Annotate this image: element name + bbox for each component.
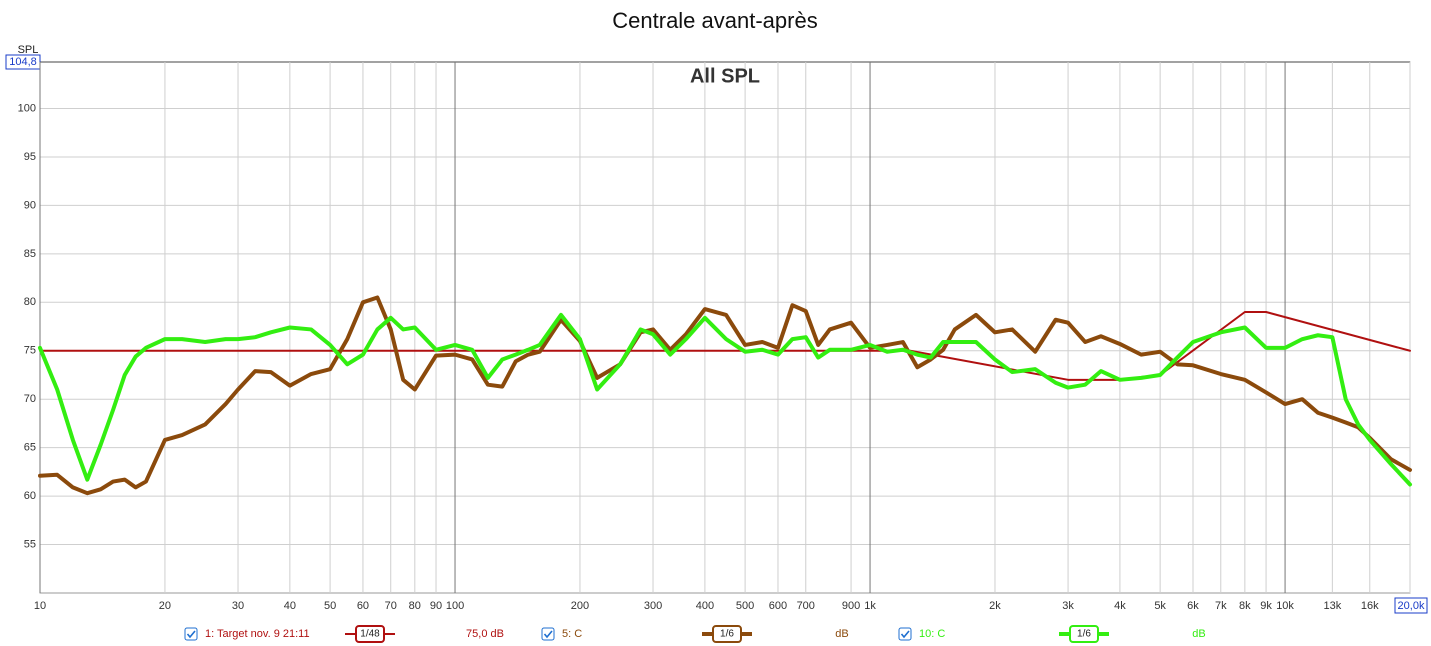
smoothing-box[interactable]: [1069, 625, 1099, 643]
series-line: [38, 295, 1412, 496]
x-tick-label: 70: [385, 600, 397, 612]
legend-checkbox[interactable]: [898, 627, 912, 641]
x-tick-label: 600: [769, 600, 787, 612]
legend-label: 10: C: [919, 628, 945, 640]
checkbox-check: [900, 630, 910, 639]
smoothing-box[interactable]: [355, 625, 385, 643]
legend-label: 5: C: [562, 628, 582, 640]
x-tick-label: 20: [159, 600, 171, 612]
y-tick-label: 85: [24, 248, 36, 260]
y-tick-label: 100: [18, 102, 36, 114]
y-tick-label: 55: [24, 538, 36, 550]
legend-item: 5: C 1/6 dB: [541, 625, 849, 643]
legend-checkbox[interactable]: [541, 627, 555, 641]
x-tick-label: 2k: [989, 600, 1001, 612]
legend-label: 1: Target nov. 9 21:11: [205, 628, 310, 640]
y-tick-label: 90: [24, 199, 36, 211]
y-tick-label: 75: [24, 345, 36, 357]
x-tick-label: 7k: [1215, 600, 1227, 612]
x-tick-label: 700: [797, 600, 815, 612]
y-axis-label: SPL: [18, 44, 39, 56]
smoothing-label: 1/6: [1077, 629, 1091, 640]
x-tick-label: 50: [324, 600, 336, 612]
x-tick-label: 13k: [1323, 600, 1341, 612]
x-limit-box: [1394, 597, 1428, 614]
checkbox-check: [186, 630, 196, 639]
chart-subtitle: All SPL: [690, 65, 760, 87]
x-tick-label: 10: [34, 600, 46, 612]
x-tick-label: 16k: [1361, 600, 1379, 612]
plot-area: [39, 61, 1411, 594]
legend-checkbox[interactable]: [184, 627, 198, 641]
legend-level: 75,0 dB: [466, 628, 504, 640]
y-tick-label: 65: [24, 442, 36, 454]
x-tick-label: 300: [644, 600, 662, 612]
x-tick-label: 200: [571, 600, 589, 612]
x-tick-label: 100: [446, 600, 464, 612]
smoothing-box[interactable]: [712, 625, 742, 643]
legend-item: 10: C 1/6 dB: [898, 625, 1206, 643]
x-tick-label: 400: [696, 600, 714, 612]
x-tick-label: 60: [357, 600, 369, 612]
x-tick-label: 4k: [1114, 600, 1126, 612]
chart-title: Centrale avant-après: [612, 8, 817, 33]
y-tick-label: 80: [24, 296, 36, 308]
legend-level: dB: [1192, 628, 1205, 640]
y-tick-label: 60: [24, 490, 36, 502]
legend-item: 1: Target nov. 9 21:11 1/48 75,0 dB: [184, 625, 504, 643]
y-tick-label: 70: [24, 393, 36, 405]
x-tick-label: 90: [430, 600, 442, 612]
legend-level: dB: [835, 628, 848, 640]
x-tick-label: 8k: [1239, 600, 1251, 612]
smoothing-label: 1/6: [720, 629, 734, 640]
y-tick-label: 104,8: [9, 56, 37, 68]
x-tick-label: 80: [409, 600, 421, 612]
x-tick-label: 10k: [1276, 600, 1294, 612]
x-tick-label: 3k: [1062, 600, 1074, 612]
smoothing-label: 1/48: [360, 629, 380, 640]
series-line: [38, 312, 1412, 487]
x-tick-label: 6k: [1187, 600, 1199, 612]
x-tick-label: 30: [232, 600, 244, 612]
x-tick-label: 5k: [1154, 600, 1166, 612]
x-tick-label: 500: [736, 600, 754, 612]
x-tick-label: 1k: [864, 600, 876, 612]
x-tick-label: 9k: [1260, 600, 1272, 612]
x-tick-label: 20,0k: [1398, 600, 1425, 612]
x-tick-label: 40: [284, 600, 296, 612]
x-tick-label: 900: [842, 600, 860, 612]
y-tick-label: 95: [24, 151, 36, 163]
checkbox-check: [543, 630, 553, 639]
